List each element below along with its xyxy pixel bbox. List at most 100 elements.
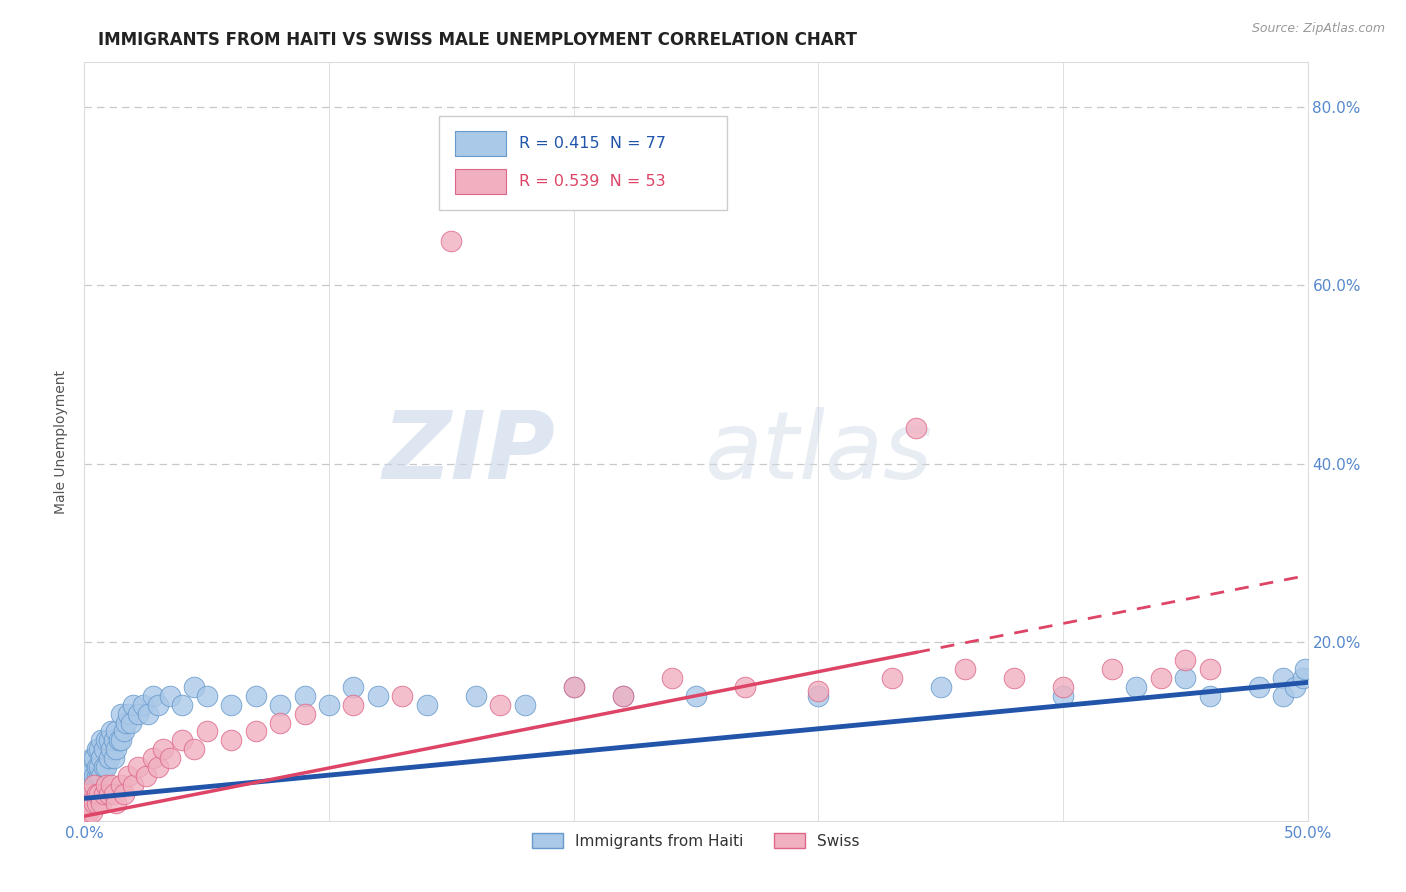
Point [86, 760, 108, 774]
Point [245, 689, 267, 703]
Y-axis label: Male Unemployment: Male Unemployment [55, 369, 69, 514]
Point [1150, 671, 1173, 685]
Point [661, 671, 683, 685]
Point [929, 680, 952, 694]
Point [110, 733, 132, 747]
Point [77, 778, 100, 792]
Text: Source: ZipAtlas.com: Source: ZipAtlas.com [1251, 22, 1385, 36]
Point [87, 769, 110, 783]
Point [294, 706, 316, 721]
Legend: Immigrants from Haiti, Swiss: Immigrants from Haiti, Swiss [526, 827, 866, 855]
Point [90, 751, 112, 765]
Point [93, 760, 115, 774]
Point [77, 787, 100, 801]
Point [1174, 671, 1197, 685]
Text: R = 0.415  N = 77: R = 0.415 N = 77 [519, 136, 665, 151]
Text: ZIP: ZIP [382, 407, 555, 499]
Point [127, 706, 149, 721]
Point [1294, 662, 1316, 676]
Point [112, 787, 135, 801]
Point [152, 742, 174, 756]
Point [132, 698, 155, 712]
Point [117, 769, 139, 783]
Point [1101, 662, 1123, 676]
Point [105, 796, 128, 810]
Point [75, 805, 97, 819]
Point [391, 689, 413, 703]
Point [110, 778, 132, 792]
Point [880, 671, 903, 685]
Point [115, 715, 138, 730]
Point [127, 760, 149, 774]
Point [1002, 671, 1025, 685]
Point [97, 787, 120, 801]
Point [100, 742, 122, 756]
Point [1284, 680, 1306, 694]
Point [86, 742, 108, 756]
FancyBboxPatch shape [456, 131, 506, 156]
Point [342, 698, 364, 712]
Point [87, 787, 110, 801]
Point [86, 778, 108, 792]
Point [219, 733, 242, 747]
Point [97, 733, 120, 747]
Point [807, 684, 830, 698]
Point [269, 715, 291, 730]
Point [807, 689, 830, 703]
Point [135, 769, 157, 783]
Point [76, 769, 98, 783]
Point [195, 724, 218, 739]
Point [440, 234, 463, 248]
Point [93, 787, 115, 801]
Point [195, 689, 218, 703]
Point [97, 751, 120, 765]
Point [83, 751, 105, 765]
Point [1247, 680, 1270, 694]
Point [146, 698, 169, 712]
Point [80, 760, 103, 774]
Point [83, 796, 105, 810]
Point [86, 787, 108, 801]
Point [80, 751, 103, 765]
Point [183, 680, 205, 694]
Point [77, 787, 100, 801]
Text: atlas: atlas [704, 408, 932, 499]
Point [172, 698, 194, 712]
Point [562, 680, 585, 694]
Point [513, 698, 536, 712]
Point [464, 689, 486, 703]
Point [80, 805, 103, 819]
Point [83, 778, 105, 792]
Point [183, 742, 205, 756]
Point [103, 787, 125, 801]
Point [96, 760, 118, 774]
Point [83, 778, 105, 792]
Point [90, 769, 112, 783]
Point [1272, 689, 1295, 703]
Point [90, 733, 112, 747]
Point [245, 724, 267, 739]
Point [122, 698, 145, 712]
Point [87, 760, 110, 774]
Point [342, 680, 364, 694]
Point [110, 706, 132, 721]
Point [159, 751, 181, 765]
Point [79, 778, 101, 792]
Point [562, 680, 585, 694]
Point [80, 778, 103, 792]
Point [219, 698, 242, 712]
Point [105, 742, 128, 756]
Point [159, 689, 181, 703]
Point [1052, 689, 1074, 703]
Point [96, 733, 118, 747]
Point [269, 698, 291, 712]
Point [142, 751, 165, 765]
Point [107, 733, 129, 747]
Point [136, 706, 159, 721]
Point [103, 733, 125, 747]
Point [612, 689, 634, 703]
Point [146, 760, 169, 774]
Point [489, 698, 512, 712]
Point [172, 733, 194, 747]
Point [318, 698, 340, 712]
